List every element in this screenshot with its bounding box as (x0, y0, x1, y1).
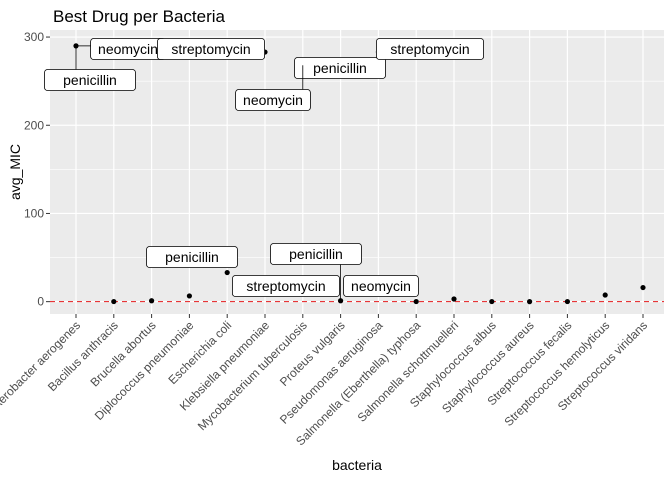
data-point (489, 298, 495, 305)
label-box (231, 275, 340, 297)
x-tick-label: Proteus vulgaris (277, 318, 348, 389)
data-point (111, 298, 117, 305)
label-box (375, 38, 484, 60)
label-text: penicillin (289, 246, 343, 262)
data-point (224, 269, 230, 276)
label-box (44, 69, 136, 91)
chart-title: Best Drug per Bacteria (53, 7, 226, 26)
y-tick-label: 300 (24, 30, 44, 44)
y-tick-label: 200 (24, 118, 44, 132)
label-text: penicillin (63, 72, 117, 88)
data-point (640, 284, 646, 291)
label-text: neomycin (351, 278, 411, 294)
data-point (527, 299, 533, 305)
label-text: penicillin (313, 60, 367, 76)
y-axis-title: avg_MIC (7, 144, 23, 200)
label-text: streptomycin (246, 278, 325, 294)
label-box (146, 246, 238, 268)
label-text: neomycin (243, 92, 303, 108)
data-point (413, 298, 419, 305)
x-tick-label: Brucella abortus (88, 318, 159, 389)
label-box (156, 38, 265, 60)
y-axis: 0 100 200 300 (24, 30, 50, 309)
y-tick-label: 0 (37, 295, 44, 309)
data-point (564, 298, 571, 305)
label-text: streptomycin (390, 41, 469, 57)
data-point (451, 296, 457, 302)
data-point (602, 292, 608, 298)
label-text: streptomycin (171, 41, 250, 57)
data-point (186, 293, 192, 299)
label-text: penicillin (165, 249, 219, 265)
y-tick-label: 100 (24, 206, 44, 220)
drug-labels: neomycin penicillin streptomycin penicillin… (44, 38, 484, 301)
label-box (294, 57, 386, 79)
label-box (235, 89, 311, 111)
label-box (270, 243, 362, 265)
label-box (343, 275, 419, 297)
x-axis-title: bacteria (332, 457, 382, 473)
label-text: neomycin (98, 41, 158, 57)
data-point (149, 298, 155, 304)
